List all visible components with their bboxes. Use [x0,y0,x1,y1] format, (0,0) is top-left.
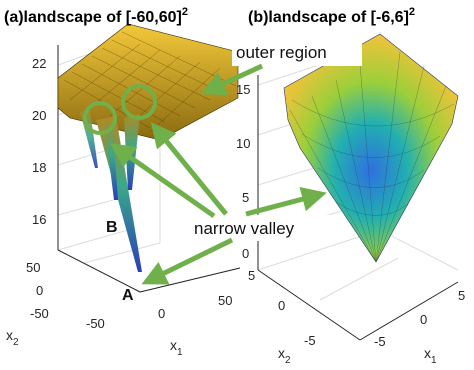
panel-b: 15 10 5 0 5 0 -5 -5 0 5 x2 x1 (b)landsca… [236,6,465,366]
panel-a-z-tick-22: 22 [32,56,46,71]
panel-b-surface [283,33,459,263]
panel-a-x-tick-50: 50 [218,293,232,308]
panel-a-y-tick-m50: -50 [30,306,49,321]
panel-b-z-tick-5: 5 [242,190,249,205]
panel-a: 22 20 18 16 50 0 -50 -50 0 50 x2 x1 (a)l… [4,6,241,358]
annotation-circle-left [83,101,117,135]
panel-a-z-tick-16: 16 [32,212,46,227]
panel-a-plateau [57,23,239,141]
annotation-circle-right [121,84,157,120]
panel-a-z-tick-20: 20 [32,108,46,123]
narrow-valley-label-bg [190,215,336,241]
panel-b-mesh [289,51,455,263]
panel-b-title: (b)landscape of [-6,6]2 [248,6,415,26]
outer-region-label-bg [232,40,362,66]
panel-a-y-label: x2 [6,327,19,348]
outer-region-label: outer region [236,43,327,62]
panel-b-x-tick-0: 0 [420,312,427,327]
panel-b-y-tick-5: 5 [248,268,255,283]
arrow-valley-a [141,237,234,285]
arrow-valley-left-circle [109,143,216,219]
annotations: outer region narrow valley [109,40,362,285]
panel-b-z-tick-0: 0 [242,246,249,261]
panel-b-x-tick-5: 5 [458,288,465,303]
panel-b-x-tick-m5: -5 [374,334,386,349]
panel-a-z-tick-18: 18 [32,160,46,175]
panel-b-x-label: x1 [424,345,437,366]
panel-a-title: (a)landscape of [-60,60]2 [4,6,188,26]
panel-a-x-tick-m50: -50 [86,316,105,331]
panel-a-valley-a [96,116,142,272]
panel-a-x-label: x1 [170,337,183,358]
narrow-valley-label: narrow valley [194,219,295,238]
marker-a: A [122,287,134,304]
panel-a-y-tick-50: 50 [26,260,40,275]
arrow-outer-region [200,63,264,96]
panel-a-y-tick-0: 0 [36,283,43,298]
panel-b-y-label: x2 [278,345,291,366]
arrow-valley-right-circle [150,122,228,216]
arrow-valley-panel-b [245,187,327,217]
panel-b-y-tick-m5: -5 [304,333,316,348]
panel-b-z-tick-15: 15 [236,82,250,97]
annotation-arrows [109,63,327,285]
marker-b: B [106,219,118,236]
panel-b-z-tick-10: 10 [236,136,250,151]
panel-a-x-tick-0: 0 [158,306,165,321]
panel-b-y-tick-0: 0 [278,298,285,313]
